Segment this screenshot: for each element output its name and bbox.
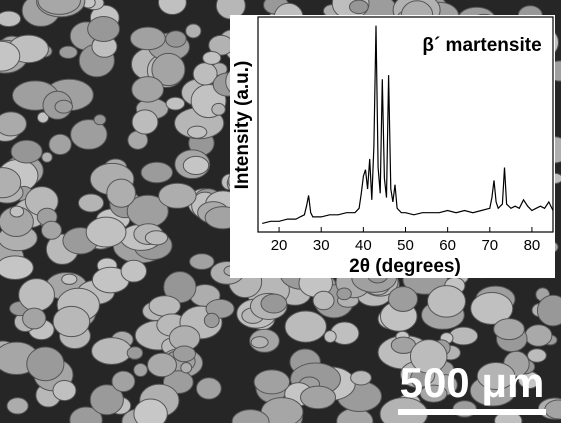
particle: [129, 26, 166, 51]
particle: [284, 310, 327, 343]
particle: [312, 290, 335, 311]
particle: [299, 385, 337, 410]
particle: [231, 409, 270, 423]
particle: [448, 326, 479, 346]
particle: [87, 15, 121, 42]
particle: [48, 133, 72, 156]
particle: [250, 336, 269, 349]
particle: [133, 363, 148, 377]
particle: [10, 139, 43, 164]
particle: [185, 23, 202, 39]
particle: [419, 384, 448, 403]
particle: [69, 406, 103, 423]
plot: 20 30 40 50 60 70 80: [262, 25, 554, 254]
particle: [85, 216, 127, 248]
particle: [195, 377, 222, 400]
particle: [106, 178, 136, 208]
particle: [187, 125, 208, 139]
particle: [182, 155, 210, 176]
particle: [89, 384, 124, 416]
y-axis-label: Intensity (a.u.): [232, 61, 253, 190]
particle: [388, 286, 419, 312]
x-tick-label: 80: [524, 237, 541, 254]
particle: [189, 253, 215, 270]
x-tick-label: 30: [313, 237, 330, 254]
particle: [157, 0, 187, 16]
x-tick-label: 50: [397, 237, 414, 254]
particle: [70, 119, 108, 150]
x-tick-label: 70: [481, 237, 498, 254]
particle: [524, 324, 553, 347]
particle: [0, 255, 34, 281]
particle: [131, 76, 165, 103]
scale-bar: [398, 409, 546, 415]
x-tick-label: 60: [439, 237, 456, 254]
particle: [26, 346, 65, 382]
particle: [36, 111, 50, 124]
particle: [211, 102, 226, 116]
particle: [133, 398, 168, 423]
particle: [203, 312, 220, 329]
particle: [527, 348, 547, 363]
particle: [22, 307, 47, 330]
particle: [52, 305, 91, 338]
particle: [253, 369, 291, 395]
scale-bar-label: 500 μm: [400, 359, 545, 406]
particle: [91, 337, 133, 365]
particle: [180, 362, 193, 374]
particle: [0, 111, 27, 137]
particle: [427, 285, 467, 318]
x-tick-label: 40: [355, 237, 372, 254]
particle: [37, 0, 81, 15]
particle: [111, 370, 136, 393]
particle: [41, 151, 53, 163]
particle: [93, 114, 107, 126]
particle: [470, 291, 514, 325]
particle: [52, 379, 77, 402]
particle: [144, 230, 169, 246]
particle: [158, 182, 197, 209]
particle: [336, 287, 352, 301]
particle: [172, 345, 196, 363]
particle: [9, 205, 25, 218]
particle: [409, 339, 448, 374]
particle: [536, 294, 561, 327]
x-tick-label: 20: [271, 237, 288, 254]
particle: [126, 346, 144, 360]
particle: [0, 40, 21, 72]
particle: [18, 278, 56, 312]
particle: [0, 10, 22, 28]
particle: [350, 370, 372, 386]
particle: [120, 259, 148, 283]
particle: [323, 330, 337, 343]
particle: [148, 295, 181, 317]
particle: [202, 50, 222, 65]
particle: [165, 96, 186, 111]
particle: [6, 397, 29, 415]
particle: [61, 273, 78, 285]
particle: [131, 109, 159, 135]
particle: [348, 0, 369, 15]
inset-panel: [230, 15, 555, 278]
particle: [493, 318, 525, 341]
x-axis-label: 2θ (degrees): [349, 256, 461, 277]
particle: [165, 30, 187, 48]
particle: [41, 220, 62, 240]
particle: [77, 193, 105, 213]
particle: [54, 99, 73, 114]
particle: [0, 167, 22, 199]
xrd-line: [262, 25, 554, 224]
particle: [260, 293, 288, 314]
particle: [476, 362, 516, 390]
particle: [58, 45, 78, 59]
particle: [151, 52, 186, 87]
annotation: β´ martensite: [422, 35, 541, 56]
particle: [140, 161, 174, 184]
particle: [147, 352, 177, 378]
